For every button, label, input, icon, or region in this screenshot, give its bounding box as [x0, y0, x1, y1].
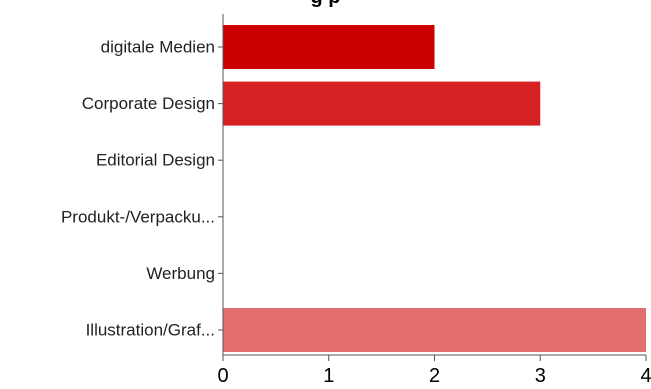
x-tick-label-1: 1: [323, 365, 334, 387]
category-label-3: Editorial Design: [96, 151, 215, 170]
bar-2: [223, 81, 541, 126]
x-tick-label-3: 3: [535, 365, 546, 387]
x-tick-label-2: 2: [429, 365, 440, 387]
category-label-4: Produkt-/Verpacku...: [61, 207, 215, 226]
bar-1: [223, 25, 435, 69]
chart-title: g p: [0, 0, 651, 9]
bar-6: [223, 308, 646, 352]
category-label-2: Corporate Design: [82, 94, 215, 113]
category-label-6: Illustration/Graf...: [86, 321, 215, 340]
x-tick-label-0: 0: [217, 365, 228, 387]
x-tick-label-4: 4: [640, 365, 651, 387]
category-label-5: Werbung: [146, 264, 215, 283]
category-label-1: digitale Medien: [101, 38, 215, 57]
